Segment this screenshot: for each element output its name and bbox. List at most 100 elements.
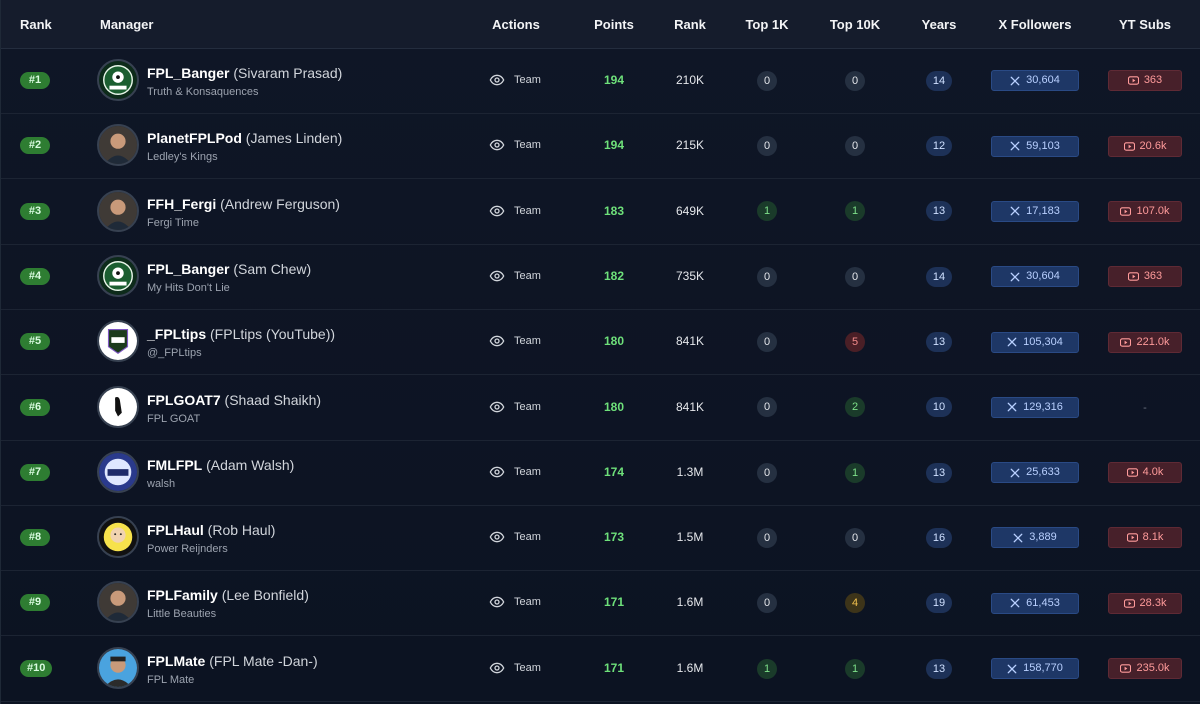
points-value: 173	[603, 530, 625, 545]
x-followers-badge[interactable]: 17,183	[991, 200, 1079, 222]
manager-name[interactable]: FPL_Banger (Sam Chew)	[147, 261, 311, 277]
manager-name[interactable]: FFH_Fergi (Andrew Ferguson)	[147, 196, 340, 212]
yt-subs-badge[interactable]: 363	[1108, 70, 1182, 92]
manager-name[interactable]: PlanetFPLPod (James Linden)	[147, 130, 342, 146]
manager-handle[interactable]: FPLGOAT7	[147, 391, 221, 408]
header-actions: Actions	[492, 17, 540, 32]
manager-name[interactable]: FPL_Banger (Sivaram Prasad)	[147, 65, 342, 81]
manager-name[interactable]: FPLGOAT7 (Shaad Shaikh)	[147, 392, 321, 408]
manager-handle[interactable]: FPL_Banger	[147, 260, 230, 277]
header-manager[interactable]: Manager	[100, 17, 154, 32]
x-followers-badge[interactable]: 105,304	[991, 331, 1079, 353]
manager-real-name: (FPL Mate -Dan-)	[209, 652, 318, 669]
header-rank[interactable]: Rank	[20, 17, 52, 32]
x-followers-badge[interactable]: 3,889	[991, 527, 1079, 549]
yt-subs-badge[interactable]: 20.6k	[1108, 135, 1182, 157]
yt-subs-badge[interactable]: 221.0k	[1108, 331, 1182, 353]
yt-subs-badge[interactable]: 107.0k	[1108, 200, 1182, 222]
yt-subs-cell: 28.3k	[1095, 570, 1195, 635]
table-header: Rank Manager Actions Points Rank Top 1K …	[1, 0, 1200, 49]
years-cell: 13	[899, 179, 979, 244]
view-team-label: Team	[514, 335, 541, 348]
manager-name[interactable]: FMLFPL (Adam Walsh)	[147, 457, 294, 473]
yt-subs-badge[interactable]: 4.0k	[1108, 462, 1182, 484]
manager-handle[interactable]: PlanetFPLPod	[147, 130, 242, 147]
x-followers-value: 30,604	[1026, 270, 1060, 283]
header-top1k[interactable]: Top 1K	[745, 17, 789, 32]
view-team-label: Team	[514, 74, 541, 86]
view-team-button[interactable]: Team	[489, 331, 541, 351]
view-team-button[interactable]: Team	[489, 462, 541, 482]
top1k-badge: 0	[757, 593, 777, 614]
x-followers-badge[interactable]: 30,604	[991, 266, 1079, 288]
x-followers-badge[interactable]: 30,604	[991, 70, 1079, 92]
top1k-badge: 1	[757, 658, 777, 679]
x-followers-cell: 105,304	[985, 309, 1085, 374]
overall-rank-value: 841K	[675, 399, 705, 414]
manager-name[interactable]: FPLHaul (Rob Haul)	[147, 522, 275, 538]
view-team-button[interactable]: Team	[489, 135, 541, 155]
header-yt-subs[interactable]: YT Subs	[1118, 17, 1171, 32]
manager-name[interactable]: FPLFamily (Lee Bonfield)	[147, 587, 309, 603]
yt-subs-badge[interactable]: 363	[1108, 266, 1182, 288]
rank-badge: #9	[20, 594, 50, 612]
x-followers-cell: 30,604	[985, 244, 1085, 309]
manager-real-name: (Sivaram Prasad)	[233, 65, 343, 81]
manager-handle[interactable]: FPLHaul	[147, 522, 204, 539]
header-top10k[interactable]: Top 10K	[829, 17, 881, 32]
manager-handle[interactable]: FMLFPL	[147, 456, 203, 473]
team-name: FPL Mate	[147, 673, 195, 686]
x-followers-cell: 59,103	[985, 113, 1085, 178]
top10k-cell: 1	[815, 636, 895, 701]
view-team-button[interactable]: Team	[489, 397, 541, 417]
view-team-button[interactable]: Team	[489, 201, 541, 221]
top1k-cell: 0	[727, 440, 807, 505]
view-team-button[interactable]: Team	[489, 658, 541, 678]
top10k-cell: 1	[815, 440, 895, 505]
x-followers-badge[interactable]: 129,316	[991, 396, 1079, 418]
top1k-badge: 0	[757, 527, 777, 548]
manager-name[interactable]: _FPLtips (FPLtips (YouTube))	[147, 326, 335, 342]
overall-rank-value: 1.3M	[676, 464, 704, 479]
manager-name[interactable]: FPLMate (FPL Mate -Dan-)	[147, 653, 318, 669]
yt-subs-badge[interactable]: 235.0k	[1108, 658, 1182, 680]
view-team-button[interactable]: Team	[489, 527, 541, 547]
x-followers-badge[interactable]: 158,770	[991, 658, 1079, 680]
header-x-followers[interactable]: X Followers	[998, 17, 1072, 32]
view-team-button[interactable]: Team	[489, 70, 541, 90]
team-name: Truth & Konsaquences	[147, 86, 259, 98]
x-followers-badge[interactable]: 59,103	[991, 135, 1079, 157]
yt-subs-cell: 221.0k	[1095, 309, 1195, 374]
x-followers-badge[interactable]: 61,453	[991, 592, 1079, 614]
top10k-cell: 0	[815, 48, 895, 113]
rank-badge: #4	[20, 267, 50, 285]
yt-subs-badge[interactable]: 8.1k	[1108, 527, 1182, 549]
view-team-button[interactable]: Team	[489, 266, 541, 286]
top1k-cell: 0	[727, 375, 807, 440]
eye-icon	[489, 464, 505, 480]
manager-handle[interactable]: FPLMate	[147, 652, 206, 669]
avatar	[97, 124, 139, 167]
header-points[interactable]: Points	[594, 17, 634, 32]
table-row: #3 FFH_Fergi (Andrew Ferguson) Fergi Tim…	[1, 179, 1200, 245]
view-team-button[interactable]: Team	[489, 592, 541, 612]
manager-handle[interactable]: FPL_Banger	[147, 65, 230, 81]
eye-icon	[489, 529, 505, 545]
yt-subs-badge[interactable]: 28.3k	[1108, 592, 1182, 614]
x-logo-icon	[1007, 337, 1017, 347]
eye-icon	[489, 72, 505, 88]
team-name: Power Reijnders	[147, 543, 228, 556]
manager-handle[interactable]: FPLFamily	[147, 587, 218, 604]
years-badge: 13	[926, 462, 952, 483]
yt-subs-value: 235.0k	[1136, 662, 1170, 675]
youtube-icon	[1127, 76, 1139, 86]
table-row: #1 FPL_Banger (Sivaram Prasad) Truth & K…	[1, 48, 1200, 114]
team-name: @_FPLtips	[147, 347, 202, 360]
manager-handle[interactable]: FFH_Fergi	[147, 195, 217, 212]
x-followers-badge[interactable]: 25,633	[991, 462, 1079, 484]
yt-subs-value: 107.0k	[1136, 204, 1170, 217]
header-years[interactable]: Years	[921, 17, 957, 32]
table-row: #2 PlanetFPLPod (James Linden) Ledley's …	[1, 113, 1200, 180]
manager-handle[interactable]: _FPLtips	[147, 326, 207, 343]
header-overall-rank[interactable]: Rank	[674, 17, 706, 32]
